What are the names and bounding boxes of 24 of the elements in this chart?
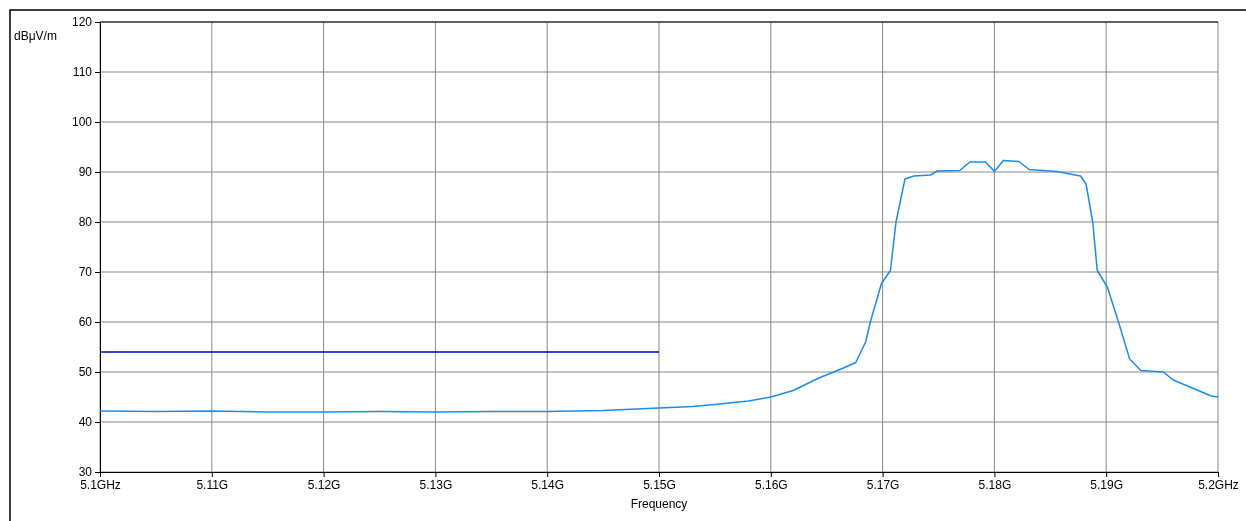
x-tick-label: 5.12G xyxy=(307,477,341,492)
line-series xyxy=(99,159,1219,413)
x-tick-label: 5.16G xyxy=(754,477,788,492)
y-tick-label: 40 xyxy=(78,415,93,430)
y-tick-label: 90 xyxy=(78,165,93,180)
x-tick-label: 5.14G xyxy=(531,477,565,492)
x-tick-label: 5.15G xyxy=(643,477,676,492)
x-tick-label: 5.1GHz xyxy=(80,477,121,492)
x-axis-title: Frequency xyxy=(630,497,688,511)
x-tick-label: 5.17G xyxy=(866,477,900,492)
y-tick-label: 100 xyxy=(71,115,93,130)
y-axis-title: dBμV/m xyxy=(14,29,57,43)
x-tick-label: 5.18G xyxy=(978,477,1012,492)
x-tick-label: 5.19G xyxy=(1090,477,1124,492)
y-tick-label: 70 xyxy=(78,265,93,280)
y-tick-label: 30 xyxy=(78,465,93,480)
x-tick-label: 5.2GHz xyxy=(1198,477,1239,492)
x-tick-label: 5.13G xyxy=(419,477,453,492)
y-tick-label: 50 xyxy=(78,365,93,380)
x-tick-label: 5.11G xyxy=(196,477,229,492)
y-tick-label: 80 xyxy=(78,215,93,230)
y-tick-label: 120 xyxy=(71,15,93,30)
y-tick-label: 110 xyxy=(72,65,93,80)
y-tick-label: 60 xyxy=(78,315,93,330)
